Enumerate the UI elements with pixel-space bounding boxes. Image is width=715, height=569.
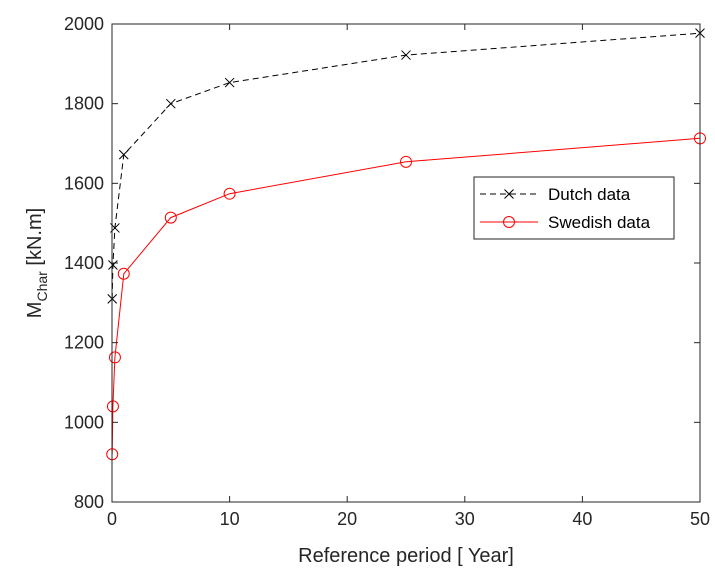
data-point-1	[164, 211, 177, 224]
y-tick-label: 1800	[64, 94, 104, 114]
legend-box	[473, 176, 675, 240]
x-tick-label: 40	[572, 509, 592, 529]
x-tick-label: 10	[220, 509, 240, 529]
y-tick-label: 1400	[64, 253, 104, 273]
data-point-1	[400, 155, 412, 168]
data-point-0	[165, 98, 176, 109]
legend-label-1: Swedish data	[548, 213, 651, 232]
data-point-1	[106, 400, 119, 413]
legend-label-0: Dutch data	[548, 185, 631, 204]
data-point-0	[108, 260, 118, 270]
y-tick-label: 800	[74, 492, 104, 512]
data-point-1	[117, 267, 130, 280]
series-line-0	[111, 32, 701, 299]
legend: Dutch data Swedish data	[473, 176, 675, 240]
plot-area-frame	[111, 23, 701, 503]
y-tick-label: 2000	[64, 14, 104, 34]
x-tick-label: 0	[107, 509, 117, 529]
data-point-0	[224, 77, 235, 88]
y-tick-label: 1600	[64, 173, 104, 193]
x-tick-label: 50	[690, 509, 710, 529]
plot-marks	[106, 28, 706, 461]
data-point-0	[118, 149, 129, 160]
y-axis-label-main: M	[24, 302, 46, 319]
y-axis-label-sub: Char	[34, 271, 50, 302]
legend-marker-0	[504, 189, 514, 199]
x-axis-label: Reference period [ Year]	[298, 545, 514, 567]
y-tick-label: 1200	[64, 333, 104, 353]
y-axis-label: MChar [kN.m]	[24, 208, 50, 318]
data-point-0	[401, 50, 411, 60]
legend-marker-1	[503, 216, 515, 228]
y-tick-label: 1000	[64, 412, 104, 432]
series-line-1	[111, 137, 701, 455]
data-point-1	[108, 351, 121, 364]
data-point-1	[223, 187, 236, 200]
y-axis-label-unit: [kN.m]	[24, 208, 46, 271]
x-tick-label: 30	[455, 509, 475, 529]
x-tick-label: 20	[337, 509, 357, 529]
axes: 0 10 20 30 40 50 800 1000 1200 1400 1600 1800 2000	[64, 14, 710, 529]
